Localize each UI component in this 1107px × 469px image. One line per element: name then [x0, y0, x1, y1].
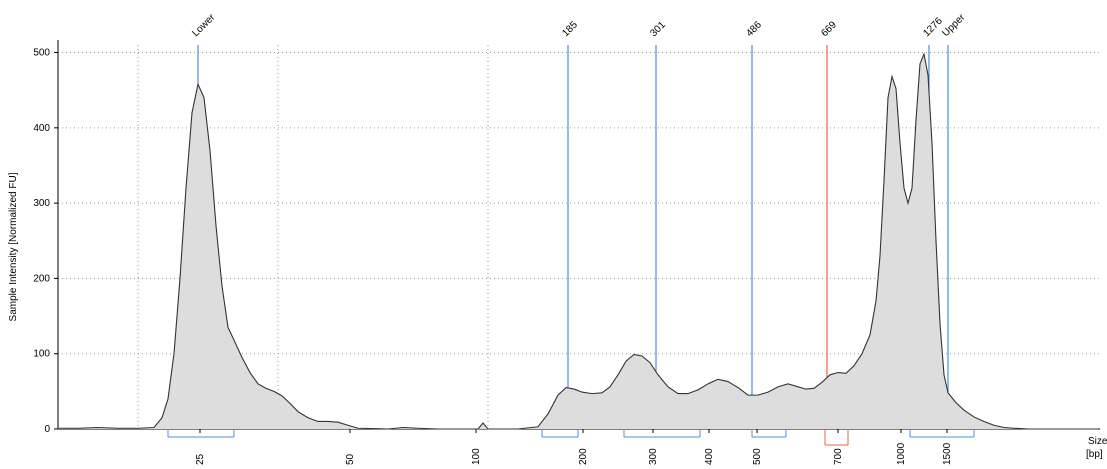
peak-label: 669 [819, 19, 839, 39]
trace-fill [58, 54, 1098, 430]
x-tick-label: 300 [648, 448, 659, 465]
y-axis-ticks: 0 100 200 300 400 500 [33, 48, 58, 435]
x-axis-unit: [bp] [1086, 449, 1103, 460]
y-tick-label: 200 [33, 273, 50, 284]
peak-label: 185 [560, 19, 580, 39]
x-tick-label: 400 [704, 448, 715, 465]
peak-label: 486 [744, 19, 764, 39]
x-axis-ticks: 25 50 100 200 300 400 500 700 1000 1500 [195, 429, 953, 465]
x-tick-label: 700 [833, 448, 844, 465]
y-axis-label: Sample Intensity [Normalized FU] [8, 172, 19, 321]
x-tick-label: 500 [752, 448, 763, 465]
x-tick-label: 1000 [896, 442, 907, 465]
x-axis-label: Size [1088, 436, 1107, 447]
x-tick-label: 1500 [942, 442, 953, 465]
peak-label: 301 [648, 19, 668, 39]
y-tick-label: 400 [33, 123, 50, 134]
x-tick-label: 50 [345, 453, 356, 465]
x-tick-label: 200 [578, 448, 589, 465]
peak-label: 1276 [921, 15, 945, 39]
peak-label: Lower [190, 12, 218, 40]
y-tick-label: 100 [33, 349, 50, 360]
y-tick-label: 500 [33, 48, 50, 59]
y-tick-label: 300 [33, 198, 50, 209]
intensity-trace [58, 52, 1098, 430]
x-tick-label: 25 [195, 453, 206, 465]
y-tick-label: 0 [44, 424, 50, 435]
peak-label: Upper [940, 12, 968, 40]
x-tick-label: 100 [471, 448, 482, 465]
trace-line [58, 52, 1098, 430]
